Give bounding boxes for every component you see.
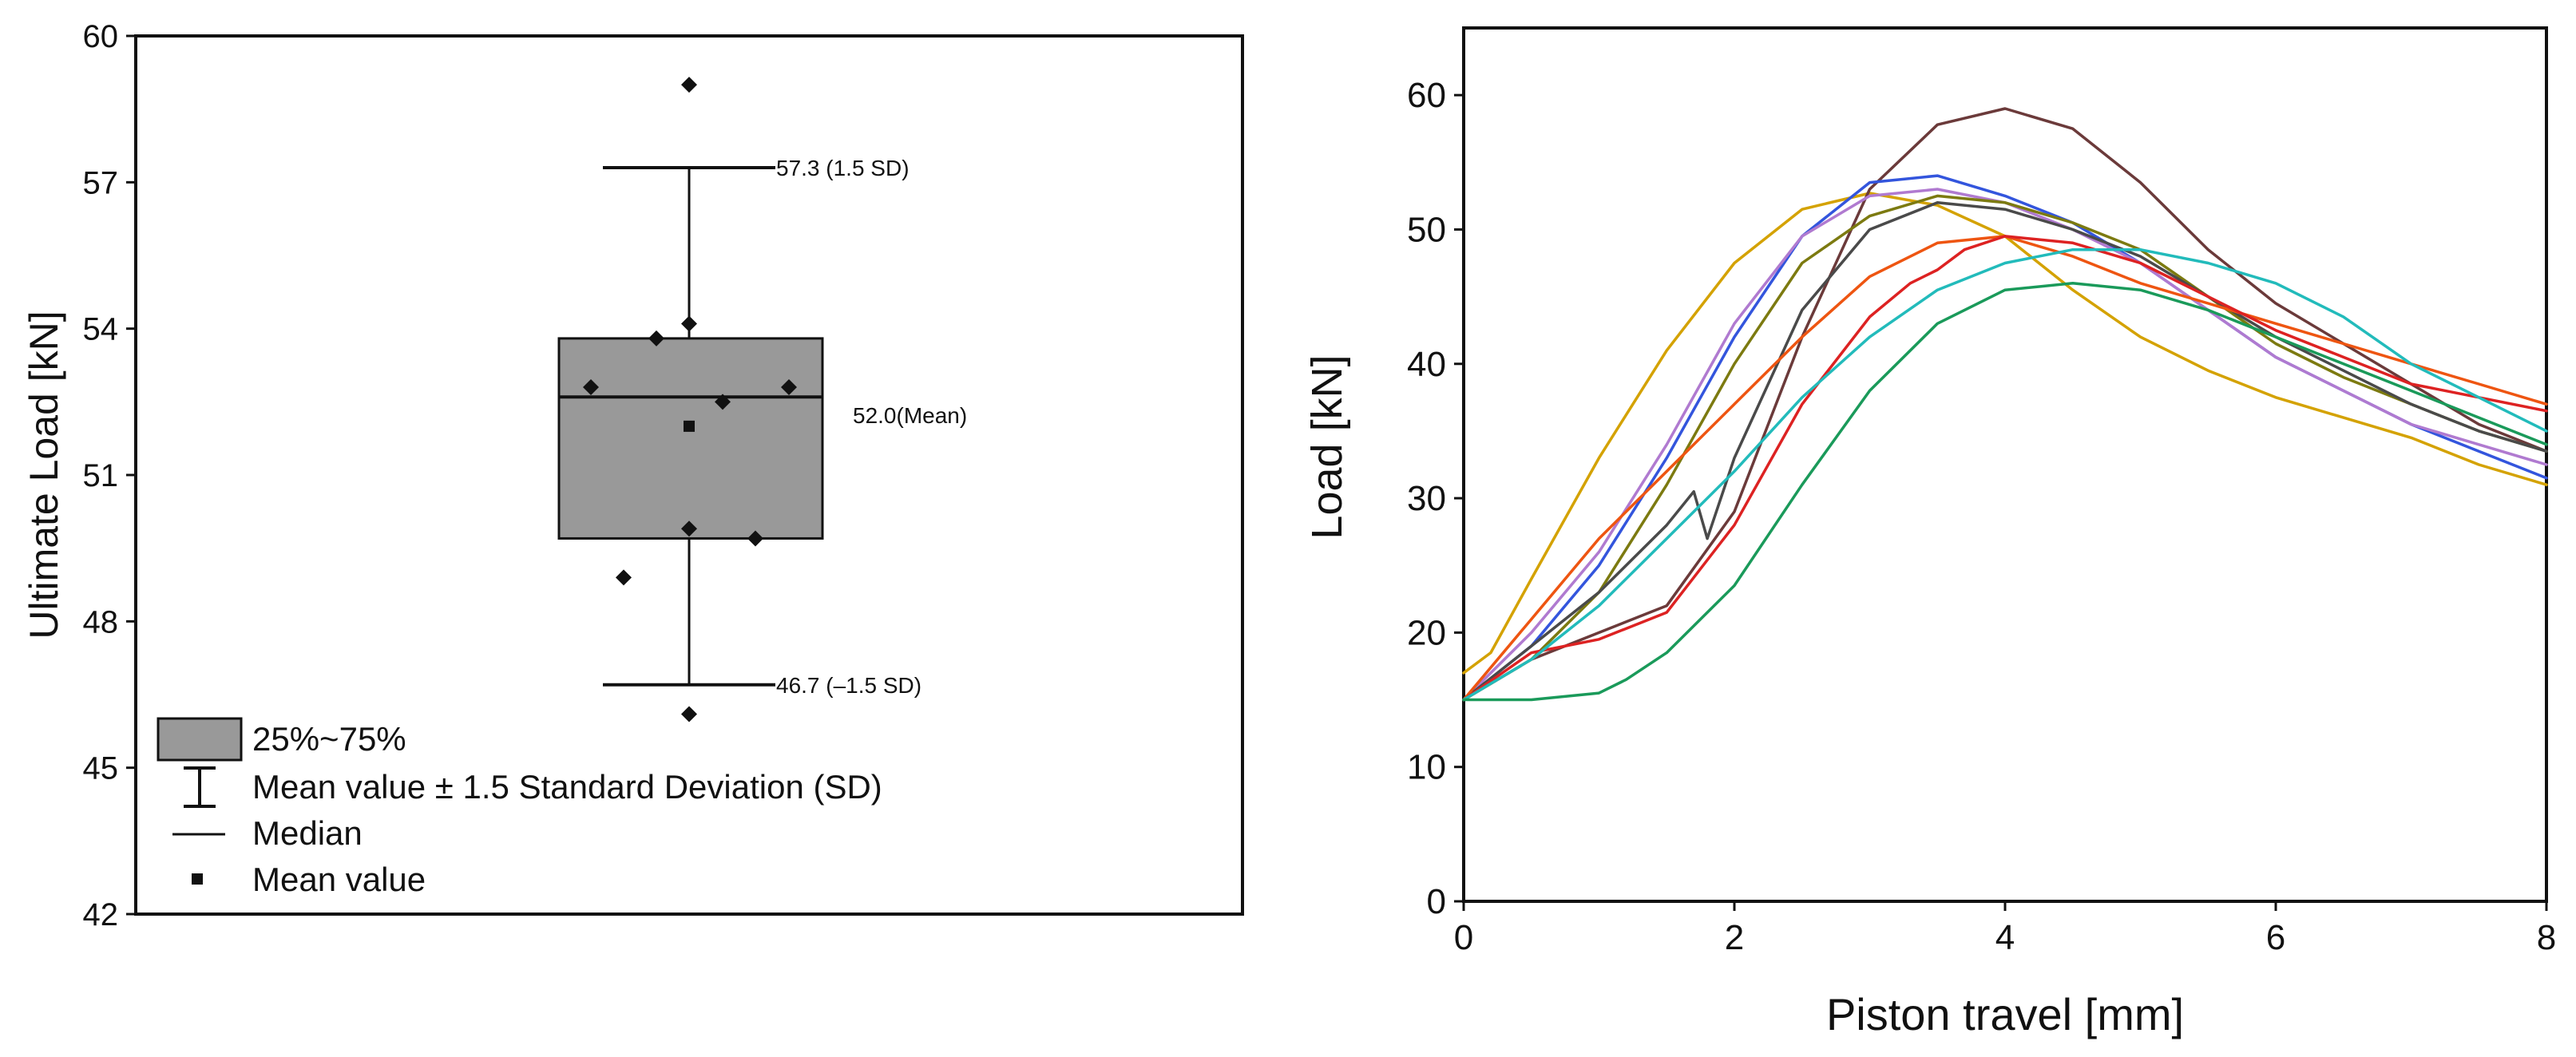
series-line-1 [1462, 192, 2548, 675]
line-x-axis-ticks: 0 2 4 6 8 [1454, 901, 2556, 957]
line-chart-frame [1462, 26, 2548, 903]
line-y-axis-label: Load [kN] [1303, 354, 1351, 539]
series-line-6 [1462, 201, 2548, 702]
data-point [681, 77, 697, 93]
box-plot-body [557, 166, 824, 687]
line-y-tick-label: 20 [1407, 613, 1446, 652]
line-y-tick-label: 50 [1407, 210, 1446, 249]
legend-label-median: Median [252, 814, 363, 852]
box-y-axis-ticks: 42 45 48 51 54 57 60 [83, 19, 136, 932]
mean-marker [684, 420, 695, 432]
box-y-tick-label: 45 [83, 751, 119, 786]
line-y-tick-label: 40 [1407, 345, 1446, 384]
line-x-tick-label: 2 [1725, 918, 1744, 957]
data-point [681, 315, 697, 332]
line-x-tick-label: 6 [2266, 918, 2285, 957]
series-line-10 [1462, 282, 2548, 702]
legend-errorbar-symbol [184, 766, 216, 808]
data-point [681, 521, 697, 537]
line-series-group [1462, 107, 2548, 702]
box-y-tick-label: 42 [83, 897, 119, 932]
series-line-5 [1462, 194, 2548, 702]
box-data-points [583, 77, 797, 722]
series-line-8 [1462, 235, 2548, 702]
data-point [681, 706, 697, 722]
legend-mean-symbol [192, 873, 203, 885]
data-point [747, 530, 763, 547]
box-plot-chart: 42 45 48 51 54 57 60 Ultimate Load [kN] 57.3 (… [22, 19, 1244, 932]
line-y-axis-ticks: 0 10 20 30 40 50 60 [1407, 76, 1464, 921]
interquartile-box [557, 337, 824, 540]
box-y-axis-label: Ultimate Load [kN] [22, 311, 66, 639]
line-y-tick-label: 30 [1407, 479, 1446, 518]
line-x-axis-label: Piston travel [mm] [1826, 989, 2184, 1039]
line-y-tick-label: 0 [1427, 882, 1446, 921]
data-point [583, 379, 599, 395]
legend-label-quartile: 25%~75% [252, 720, 406, 758]
box-legend: 25%~75% Mean value ± 1.5 Standard Deviat… [157, 717, 882, 898]
series-line-9 [1462, 247, 2548, 702]
legend-label-mean: Mean value [252, 861, 426, 898]
line-y-tick-label: 10 [1407, 748, 1446, 787]
annotation-lower-sd: 46.7 (–1.5 SD) [776, 673, 921, 698]
legend-box-swatch [157, 717, 243, 762]
line-x-tick-label: 4 [1995, 918, 2015, 957]
data-point [648, 330, 664, 346]
box-y-tick-label: 48 [83, 604, 119, 639]
data-point [715, 394, 731, 410]
box-y-tick-label: 54 [83, 312, 119, 347]
line-x-tick-label: 0 [1454, 918, 1473, 957]
box-y-tick-label: 60 [83, 19, 119, 54]
box-y-tick-label: 51 [83, 458, 119, 493]
annotation-upper-sd: 57.3 (1.5 SD) [776, 156, 910, 180]
data-point [616, 569, 632, 586]
legend-label-sd: Mean value ± 1.5 Standard Deviation (SD) [252, 768, 882, 806]
annotation-mean: 52.0(Mean) [853, 403, 967, 428]
line-y-tick-label: 60 [1407, 76, 1446, 115]
data-point [781, 379, 797, 395]
series-line-2 [1462, 107, 2548, 702]
line-x-tick-label: 8 [2537, 918, 2556, 957]
load-displacement-chart: 0 10 20 30 40 50 60 0 2 4 6 8 Load [kN] Piston tra… [1303, 26, 2556, 1039]
box-y-tick-label: 57 [83, 165, 119, 200]
